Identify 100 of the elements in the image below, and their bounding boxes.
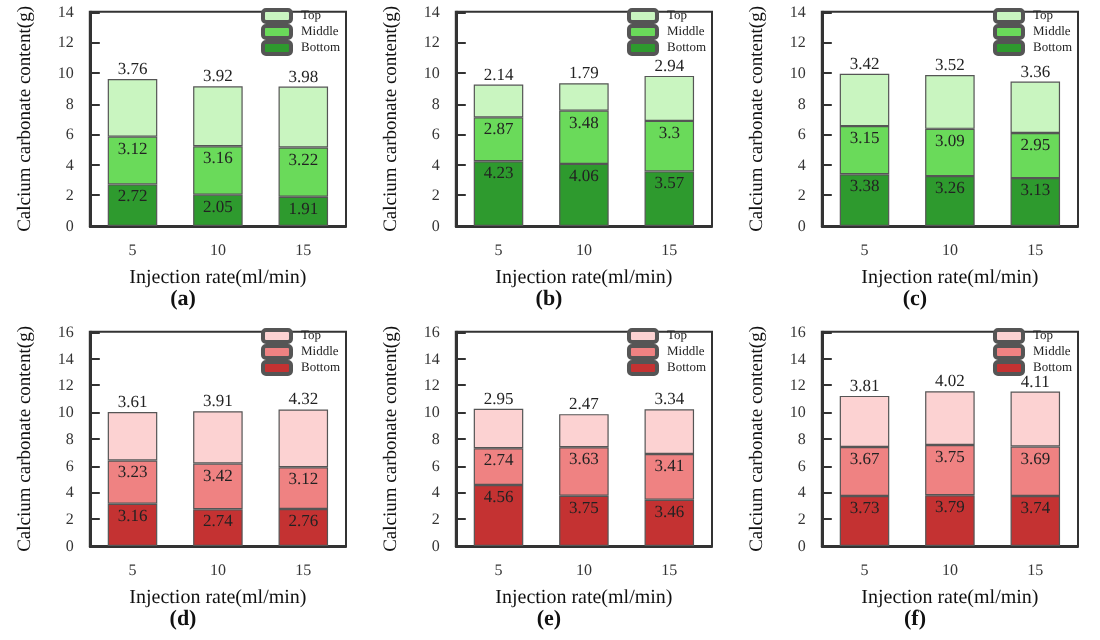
y-tick-label: 2 (65, 510, 74, 529)
y-tick-label: 0 (797, 537, 806, 555)
x-tick-label: 10 (209, 561, 226, 579)
y-tick-label: 10 (789, 63, 806, 82)
data-label: 4.23 (483, 162, 514, 183)
data-label: 3.22 (288, 148, 319, 169)
y-tick-label: 6 (797, 125, 806, 144)
data-label: 3.61 (117, 391, 148, 412)
data-label: 2.05 (203, 195, 233, 216)
y-tick-label: 12 (423, 376, 440, 395)
data-label: 3.74 (1020, 496, 1052, 517)
y-axis-title: Calcium carbonate content(g) (382, 5, 402, 232)
x-tick-label: 10 (941, 561, 958, 579)
data-label: 3.63 (569, 448, 599, 469)
data-label: 3.12 (117, 137, 148, 158)
y-tick-label: 6 (797, 456, 806, 475)
x-tick-label: 15 (1027, 561, 1044, 579)
y-tick-label: 4 (797, 483, 806, 502)
x-tick-label: 10 (575, 241, 592, 259)
y-axis-title: Calcium carbonate content(g) (16, 325, 36, 552)
x-tick-label: 5 (494, 561, 503, 579)
y-tick-label: 16 (423, 322, 440, 341)
y-tick-label: 0 (431, 537, 440, 555)
y-axis-title: Calcium carbonate content(g) (382, 325, 402, 552)
y-tick-label: 10 (423, 403, 440, 422)
x-axis-title: Injection rate(ml/min) (129, 266, 307, 289)
y-tick-label: 10 (789, 403, 806, 422)
x-tick-label: 5 (860, 561, 869, 579)
y-tick-label: 14 (789, 2, 806, 21)
x-tick-label: 15 (1027, 241, 1044, 259)
data-label: 3.98 (288, 65, 319, 86)
x-tick-label: 15 (295, 241, 312, 259)
y-tick-label: 2 (431, 186, 440, 205)
y-tick-label: 2 (797, 186, 806, 205)
data-label: 3.38 (849, 175, 880, 196)
x-tick-label: 5 (128, 241, 137, 259)
data-label: 3.75 (569, 496, 599, 517)
y-tick-label: 8 (65, 94, 74, 113)
data-label: 3.16 (117, 504, 148, 525)
data-label: 2.14 (483, 63, 515, 84)
y-tick-label: 4 (65, 483, 74, 502)
data-label: 2.74 (483, 449, 515, 470)
y-tick-label: 2 (65, 186, 74, 205)
y-tick-label: 2 (797, 510, 806, 529)
text: (f) (904, 607, 927, 631)
data-label: 3.67 (849, 447, 880, 468)
y-tick-label: 6 (431, 456, 440, 475)
data-label: 4.02 (935, 370, 965, 391)
y-tick-label: 4 (431, 155, 440, 174)
y-tick-label: 16 (789, 322, 806, 341)
y-tick-label: 4 (65, 155, 74, 174)
y-tick-label: 14 (789, 349, 806, 368)
data-label: 3.36 (1020, 60, 1051, 81)
y-tick-label: 6 (65, 125, 74, 144)
data-label: 3.91 (203, 390, 233, 411)
data-label: 4.06 (569, 164, 599, 185)
data-label: 3.57 (654, 172, 685, 193)
text: (c) (902, 287, 928, 311)
y-axis-title: Calcium carbonate content(g) (16, 5, 36, 232)
data-label: 2.95 (1020, 133, 1051, 154)
text: (a) (170, 287, 197, 311)
data-label: 3.81 (849, 374, 880, 395)
y-tick-label: 8 (797, 94, 806, 113)
data-label: 3.15 (849, 127, 880, 148)
data-label: 3.42 (203, 464, 233, 485)
y-tick-label: 14 (57, 2, 74, 21)
data-label: 3.92 (203, 65, 233, 86)
y-tick-label: 14 (423, 349, 440, 368)
y-tick-label: 10 (423, 63, 440, 82)
y-tick-label: 14 (57, 349, 74, 368)
data-label: 2.87 (483, 118, 514, 139)
data-label: 3.12 (288, 468, 319, 489)
data-label: 3.34 (654, 388, 686, 409)
data-label: 2.74 (203, 510, 235, 531)
y-tick-label: 6 (65, 456, 74, 475)
x-axis-title: Injection rate(ml/min) (495, 586, 673, 609)
x-axis-title: Injection rate(ml/min) (861, 266, 1039, 289)
y-tick-label: 4 (797, 155, 806, 174)
data-label: 3.75 (935, 446, 965, 467)
data-label: 3.13 (1020, 179, 1051, 200)
y-tick-label: 12 (57, 33, 74, 52)
y-tick-label: 4 (431, 483, 440, 502)
y-tick-label: 8 (431, 429, 440, 448)
y-tick-label: 14 (423, 2, 440, 21)
data-label: 3.69 (1020, 447, 1051, 468)
y-tick-label: 16 (57, 322, 74, 341)
y-tick-label: 6 (431, 125, 440, 144)
data-label: 1.79 (569, 62, 599, 83)
x-tick-label: 15 (661, 561, 678, 579)
data-label: 1.91 (288, 197, 319, 218)
data-label: 2.76 (288, 510, 319, 531)
data-label: 3.16 (203, 147, 233, 168)
data-label: 2.94 (654, 54, 686, 75)
y-tick-label: 10 (57, 63, 74, 82)
data-label: 3.26 (935, 177, 965, 198)
text: (e) (536, 607, 562, 631)
y-axis-title: Calcium carbonate content(g) (748, 5, 768, 232)
x-axis-title: Injection rate(ml/min) (861, 586, 1039, 609)
data-label: 3.79 (935, 496, 965, 517)
x-tick-label: 5 (128, 561, 137, 579)
